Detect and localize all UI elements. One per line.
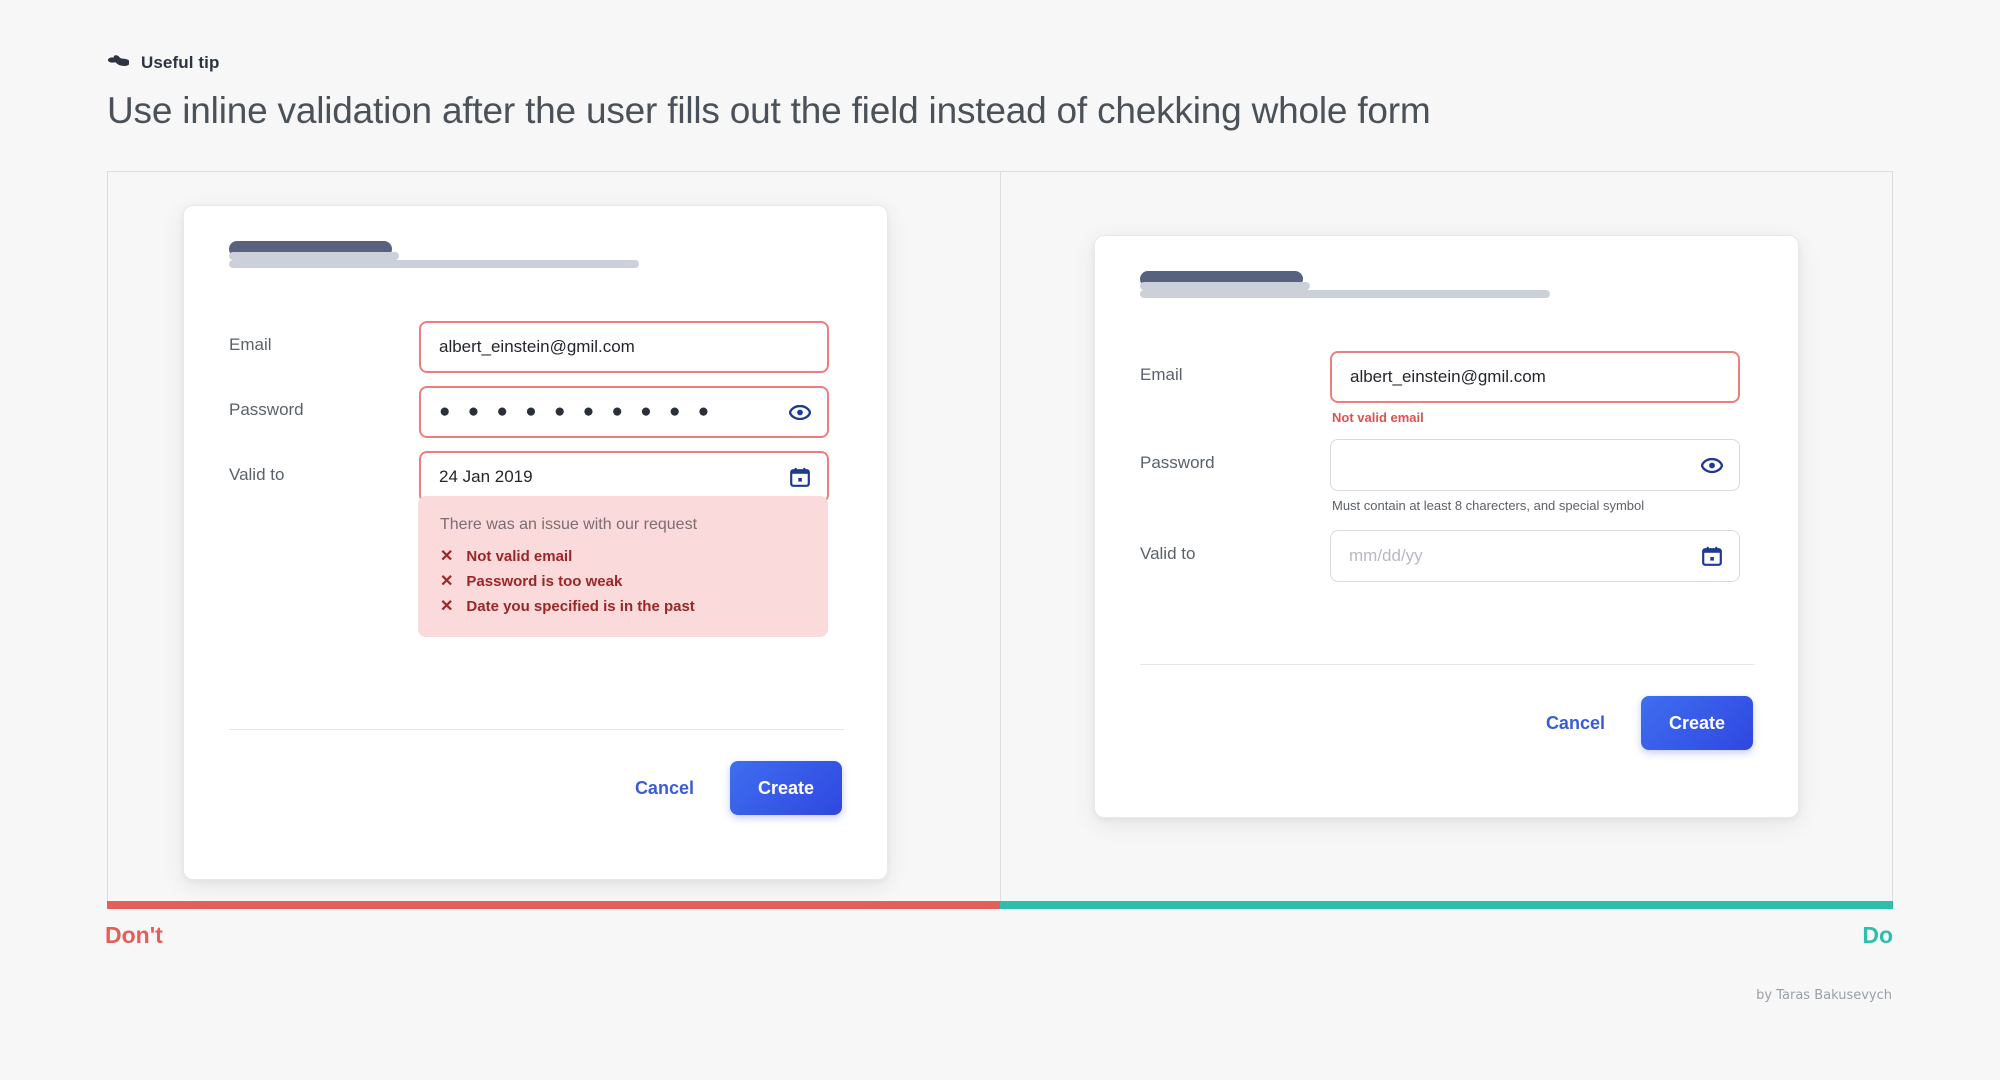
calendar-icon[interactable]	[1701, 545, 1723, 567]
error-item: ✕ Date you specified is in the past	[440, 598, 806, 615]
error-summary-box: There was an issue with our request ✕ No…	[418, 496, 828, 637]
page-title: Use inline validation after the user fil…	[107, 90, 1431, 131]
valid-to-input[interactable]: 24 Jan 2019	[419, 451, 829, 503]
field-control-email: albert_einstein@gmil.com Not valid email	[1330, 351, 1740, 425]
field-control-password: ● ● ● ● ● ● ● ● ● ●	[419, 386, 829, 438]
error-item-text: Password is too weak	[466, 573, 623, 590]
field-row-password: Password ● ● ● ● ● ● ● ● ● ●	[229, 386, 829, 438]
eye-icon[interactable]	[789, 401, 811, 423]
email-error-text: Not valid email	[1332, 410, 1424, 425]
dont-label: Don't	[105, 922, 163, 948]
tip-row: Useful tip	[107, 52, 1431, 74]
x-icon: ✕	[440, 597, 454, 615]
email-input[interactable]: albert_einstein@gmil.com	[1330, 351, 1740, 403]
frame-divider	[1000, 172, 1001, 901]
skeleton-line-1	[1140, 290, 1550, 298]
field-label-email: Email	[1140, 365, 1183, 384]
footer-divider	[229, 729, 844, 730]
skeleton-line-2	[229, 252, 399, 260]
do-indicator-bar	[1000, 901, 1893, 909]
comparison-frame	[107, 171, 1893, 901]
error-item: ✕ Not valid email	[440, 548, 806, 565]
error-item-text: Not valid email	[466, 548, 573, 565]
password-input[interactable]	[1330, 439, 1740, 491]
email-input[interactable]: albert_einstein@gmil.com	[419, 321, 829, 373]
eye-icon[interactable]	[1701, 454, 1723, 476]
error-summary-title: There was an issue with our request	[440, 516, 698, 533]
footer-divider	[1140, 664, 1755, 665]
password-input-value: ● ● ● ● ● ● ● ● ● ●	[439, 401, 716, 422]
field-control-email: albert_einstein@gmil.com	[419, 321, 829, 373]
skeleton-line-2	[1140, 282, 1310, 290]
card-actions: Cancel Create	[625, 761, 842, 815]
header: Useful tip Use inline validation after t…	[107, 52, 1431, 132]
cancel-button[interactable]: Cancel	[1536, 705, 1615, 742]
x-icon: ✕	[440, 547, 454, 565]
tip-label: Useful tip	[141, 53, 220, 72]
field-control-valid-to: mm/dd/yy	[1330, 530, 1740, 582]
skeleton-line-1	[229, 260, 639, 268]
field-label-email: Email	[229, 335, 272, 354]
valid-to-input-value: 24 Jan 2019	[439, 467, 533, 486]
dont-example-card: Email albert_einstein@gmil.com Password …	[183, 205, 888, 880]
cancel-button[interactable]: Cancel	[625, 770, 704, 807]
x-icon: ✕	[440, 572, 454, 590]
do-example-card: Email albert_einstein@gmil.com Not valid…	[1094, 235, 1799, 818]
error-item: ✕ Password is too weak	[440, 573, 806, 590]
field-label-valid-to: Valid to	[229, 465, 285, 484]
email-input-value: albert_einstein@gmil.com	[1350, 367, 1546, 386]
field-control-valid-to: 24 Jan 2019	[419, 451, 829, 503]
do-label: Do	[1862, 922, 1893, 948]
field-label-valid-to: Valid to	[1140, 544, 1196, 563]
password-input[interactable]: ● ● ● ● ● ● ● ● ● ●	[419, 386, 829, 438]
field-row-valid-to: Valid to 24 Jan 2019	[229, 451, 829, 503]
field-label-password: Password	[1140, 453, 1215, 472]
field-control-password: Must contain at least 8 charecters, and …	[1330, 439, 1740, 513]
pointing-finger-icon	[107, 52, 130, 72]
valid-to-placeholder: mm/dd/yy	[1349, 546, 1423, 565]
password-hint-text: Must contain at least 8 charecters, and …	[1332, 498, 1645, 513]
field-row-password: Password Must contain at least 8 charect…	[1140, 439, 1740, 513]
calendar-icon[interactable]	[789, 466, 811, 488]
field-row-email: Email albert_einstein@gmil.com Not valid…	[1140, 351, 1740, 425]
dont-indicator-bar	[107, 901, 1000, 909]
author-credit: by Taras Bakusevych	[1756, 988, 1892, 1003]
create-button[interactable]: Create	[1640, 696, 1753, 750]
field-label-password: Password	[229, 400, 304, 419]
error-item-text: Date you specified is in the past	[466, 598, 695, 615]
field-row-email: Email albert_einstein@gmil.com	[229, 321, 829, 373]
field-row-valid-to: Valid to mm/dd/yy	[1140, 530, 1740, 582]
card-actions: Cancel Create	[1536, 696, 1753, 750]
valid-to-input[interactable]: mm/dd/yy	[1330, 530, 1740, 582]
email-input-value: albert_einstein@gmil.com	[439, 337, 635, 356]
create-button[interactable]: Create	[729, 761, 842, 815]
